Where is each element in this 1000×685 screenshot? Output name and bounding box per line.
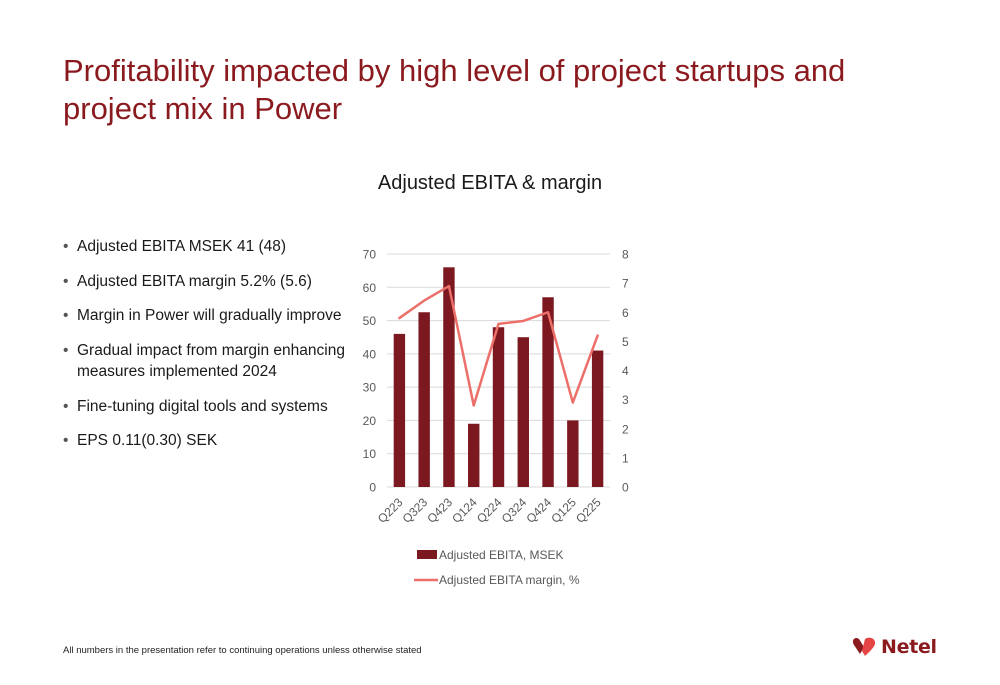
x-tick-label: Q324 [499,495,530,526]
x-tick-label: Q323 [400,495,431,526]
bullet-text: Adjusted EBITA MSEK 41 (48) [77,238,287,255]
bar [517,337,529,487]
bullet-dot-icon: • [63,238,69,255]
netel-heart-logo-icon [852,637,876,656]
bullet-item: • Gradual impact from margin enhancing me… [63,340,363,383]
bar [492,327,505,487]
y2-tick-label: 6 [622,306,629,320]
legend-swatch-bar [417,550,437,559]
y2-tick-label: 0 [622,481,629,495]
y-tick-label: 20 [363,414,377,428]
x-tick-label: Q125 [548,495,579,526]
y2-tick-label: 8 [622,248,629,262]
bullet-item: • Adjusted EBITA margin 5.2% (5.6) [63,271,363,293]
y-tick-label: 70 [363,248,377,262]
bullet-text: Margin in Power will gradually improve [77,307,342,324]
y2-tick-label: 5 [622,335,629,349]
bullet-text: Gradual impact from margin enhancing mea… [77,341,345,381]
bullet-item: • Fine-tuning digital tools and systems [63,396,363,418]
x-tick-label: Q423 [424,495,455,526]
bullet-item: • EPS 0.11(0.30) SEK [63,430,363,452]
legend-label: Adjusted EBITA margin, % [439,573,580,587]
bar [418,312,430,487]
x-tick-label: Q424 [524,495,555,526]
bullet-item: • Margin in Power will gradually improve [63,305,363,327]
y2-tick-label: 2 [622,422,629,436]
bullet-dot-icon: • [63,272,69,290]
footer-note: All numbers in the presentation refer to… [63,645,422,656]
bar [567,420,579,487]
x-tick-label: Q225 [573,495,604,526]
netel-logo: Netel [852,636,937,658]
bar [591,350,604,487]
page-title: Profitability impacted by high level of … [63,53,846,126]
bullet-text: Fine-tuning digital tools and systems [77,397,328,415]
y2-tick-label: 1 [622,451,629,465]
bullet-dot-icon: • [63,432,69,449]
legend-label: Adjusted EBITA, MSEK [439,548,564,562]
y-tick-label: 60 [363,281,377,295]
x-tick-label: Q224 [474,495,505,526]
bullet-dot-icon: • [63,397,69,415]
bar [393,333,406,487]
bar [443,267,455,487]
logo-text: Netel [881,636,937,658]
y-tick-label: 30 [363,381,377,395]
y-tick-label: 40 [363,347,377,361]
bar [468,423,480,487]
y-tick-label: 10 [363,447,377,461]
chart-title: Adjusted EBITA & margin [377,172,603,194]
bullet-dot-icon: • [63,307,69,324]
bar [542,297,554,487]
y-tick-label: 0 [369,481,376,495]
x-tick-label: Q223 [375,495,406,526]
bullet-list: • Adjusted EBITA MSEK 41 (48) • Adjusted E… [63,236,363,465]
y2-tick-label: 4 [622,364,629,378]
y-tick-label: 50 [363,314,377,328]
bullet-item: • Adjusted EBITA MSEK 41 (48) [63,236,363,258]
y2-tick-label: 7 [622,277,629,291]
x-tick-label: Q124 [449,495,480,526]
bullet-dot-icon: • [63,341,69,359]
bullet-text: EPS 0.11(0.30) SEK [77,432,218,449]
y2-tick-label: 3 [622,393,629,407]
bullet-text: Adjusted EBITA margin 5.2% (5.6) [77,272,312,290]
